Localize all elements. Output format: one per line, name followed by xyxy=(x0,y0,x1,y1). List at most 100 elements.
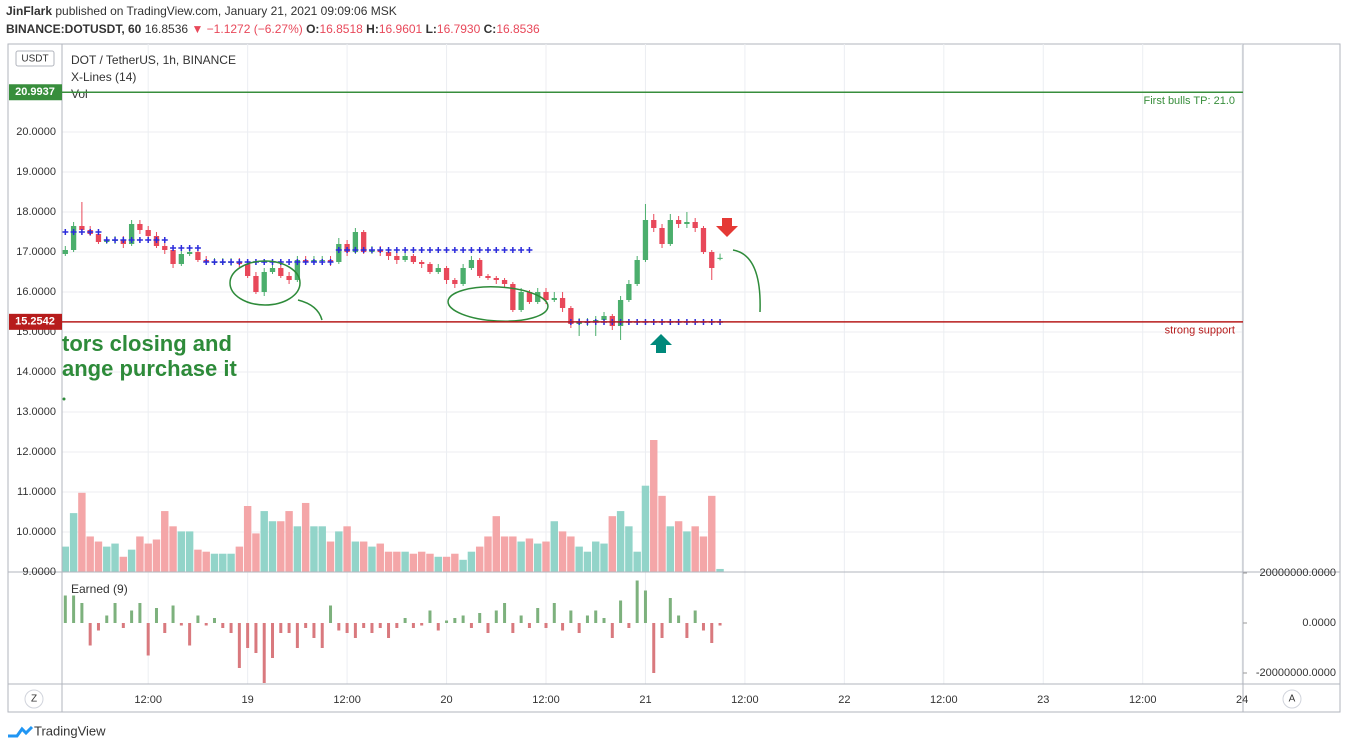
earned-bar xyxy=(154,608,158,623)
l: 16.7930 xyxy=(437,22,481,36)
y-tick-label: 12.0000 xyxy=(16,446,56,458)
c: 16.8536 xyxy=(496,22,540,36)
bracket-annotation xyxy=(732,249,761,313)
volume-bar xyxy=(401,551,409,572)
xline-mark xyxy=(344,247,351,253)
earned-bar xyxy=(105,615,109,623)
candle-body xyxy=(402,256,408,260)
xline-mark xyxy=(385,247,392,253)
volume-bar xyxy=(119,556,128,572)
y-tick-label: 14.0000 xyxy=(16,366,56,378)
volume-bar xyxy=(368,546,376,572)
volume-bar xyxy=(94,541,103,572)
earned-bar xyxy=(237,623,241,668)
volume-bar xyxy=(600,543,608,572)
xline-mark xyxy=(460,247,467,253)
earned-bar xyxy=(610,623,614,638)
x-tick-label: 12:00 xyxy=(134,694,162,706)
earned-bar xyxy=(179,623,183,626)
earned-bar xyxy=(254,623,258,653)
earned-bar xyxy=(80,603,84,623)
volume-bar xyxy=(318,526,326,572)
footer: TradingView xyxy=(34,723,106,738)
volume-bar xyxy=(301,502,310,572)
volume-bar xyxy=(343,526,351,572)
earned-bar xyxy=(677,615,681,623)
candle-body xyxy=(493,278,499,280)
volume-bar xyxy=(169,526,177,572)
down-arrow xyxy=(716,218,738,237)
volume-bar xyxy=(608,516,617,572)
x-tick-label: 19 xyxy=(242,694,254,706)
volume-bar xyxy=(708,495,716,572)
currency-box xyxy=(15,50,55,67)
zoom-label: Z xyxy=(31,694,37,705)
legend-vol: Vol xyxy=(71,87,88,101)
level-badge xyxy=(9,313,62,330)
xline-mark xyxy=(103,237,110,243)
earned-bar xyxy=(561,623,565,631)
earned-bar xyxy=(710,623,714,643)
annotation: tors closing and xyxy=(62,331,232,356)
volume-bar xyxy=(699,536,708,572)
xline-mark xyxy=(402,247,409,253)
circle-annotation xyxy=(229,260,301,306)
legend-main: DOT / TetherUS, 1h, BINANCE xyxy=(71,53,236,67)
earned-bar xyxy=(63,595,67,623)
earned-bar xyxy=(246,623,250,648)
earned-bar xyxy=(701,623,705,631)
earned-bar xyxy=(353,623,357,638)
volume-bar xyxy=(542,541,550,572)
earned-bar xyxy=(594,610,598,623)
y-tick-label: 17.0000 xyxy=(16,246,56,258)
earned-bar xyxy=(88,623,92,646)
x-tick-label: 12:00 xyxy=(1129,694,1157,706)
earned-bar xyxy=(146,623,150,656)
candle-body xyxy=(385,252,392,256)
volume-bar xyxy=(451,553,459,572)
dot xyxy=(62,397,66,401)
zoom-button[interactable] xyxy=(24,689,44,709)
earned-bar xyxy=(113,603,117,623)
auto-button[interactable] xyxy=(1282,689,1302,709)
xline-mark xyxy=(360,247,367,253)
volume-bar xyxy=(442,556,451,572)
xline-mark xyxy=(352,247,359,253)
symbol: BINANCE:DOTUSDT, 60 xyxy=(6,22,142,36)
candle-body xyxy=(128,224,135,244)
candle-body xyxy=(452,280,458,284)
earned-bar xyxy=(329,605,333,623)
volume-bar xyxy=(293,526,302,572)
earned-bar xyxy=(370,623,374,633)
y-tick-label: 9.0000 xyxy=(22,566,56,578)
earned-bar xyxy=(536,608,540,623)
volume-bar xyxy=(326,541,335,572)
earned-bar xyxy=(271,623,275,658)
volume-bar xyxy=(152,539,161,572)
xline-mark xyxy=(120,237,127,243)
volume-bar xyxy=(235,546,244,572)
level-badge xyxy=(9,84,62,101)
auto-label: A xyxy=(1289,694,1296,705)
earned-bar xyxy=(295,623,299,648)
earned-bar xyxy=(569,610,573,623)
candle-body xyxy=(361,232,367,252)
candle-body xyxy=(642,220,649,260)
xline-mark xyxy=(186,245,193,251)
l-label: L: xyxy=(426,22,437,36)
level-value: 20.9937 xyxy=(15,86,55,98)
earned-bar xyxy=(138,603,142,623)
volume-bar xyxy=(202,551,210,572)
xline-mark xyxy=(78,229,85,235)
earned-bar xyxy=(627,623,631,628)
candle-body xyxy=(535,292,541,302)
candle-body xyxy=(286,276,292,280)
candle-body xyxy=(195,252,201,260)
x-tick-label: 24 xyxy=(1236,694,1248,706)
xline-mark xyxy=(211,259,218,265)
xline-mark xyxy=(203,259,210,265)
level-text: First bulls TP: 21.0 xyxy=(1144,95,1236,107)
logo xyxy=(8,725,34,738)
xline-mark xyxy=(410,247,417,253)
candle-body xyxy=(137,224,143,230)
